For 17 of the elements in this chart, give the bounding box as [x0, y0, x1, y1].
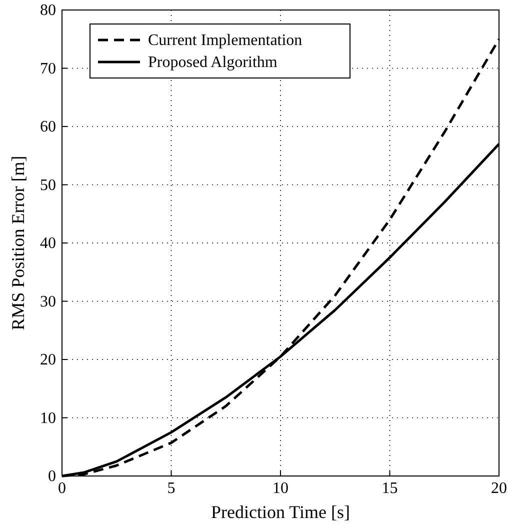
- y-tick-label: 20: [40, 352, 56, 368]
- y-axis-title: RMS Position Error [m]: [8, 156, 28, 330]
- y-tick-label: 50: [40, 176, 56, 194]
- legend-label: Proposed Algorithm: [148, 54, 278, 71]
- legend-label: Current Implementation: [148, 32, 302, 49]
- y-tick-label: 0: [48, 468, 56, 485]
- y-tick-label: 30: [40, 293, 56, 310]
- y-tick-label: 70: [40, 60, 56, 78]
- x-axis-title: Prediction Time [s]: [210, 502, 350, 522]
- y-tick-label: 40: [40, 235, 56, 252]
- x-tick-label: 15: [382, 480, 398, 497]
- x-tick-label: 5: [167, 480, 176, 497]
- y-tick-label: 80: [40, 2, 56, 19]
- y-tick-label: 60: [40, 118, 56, 136]
- y-tick-label: 10: [40, 410, 56, 427]
- x-tick-label: 20: [491, 480, 507, 497]
- x-tick-label: 10: [272, 480, 288, 497]
